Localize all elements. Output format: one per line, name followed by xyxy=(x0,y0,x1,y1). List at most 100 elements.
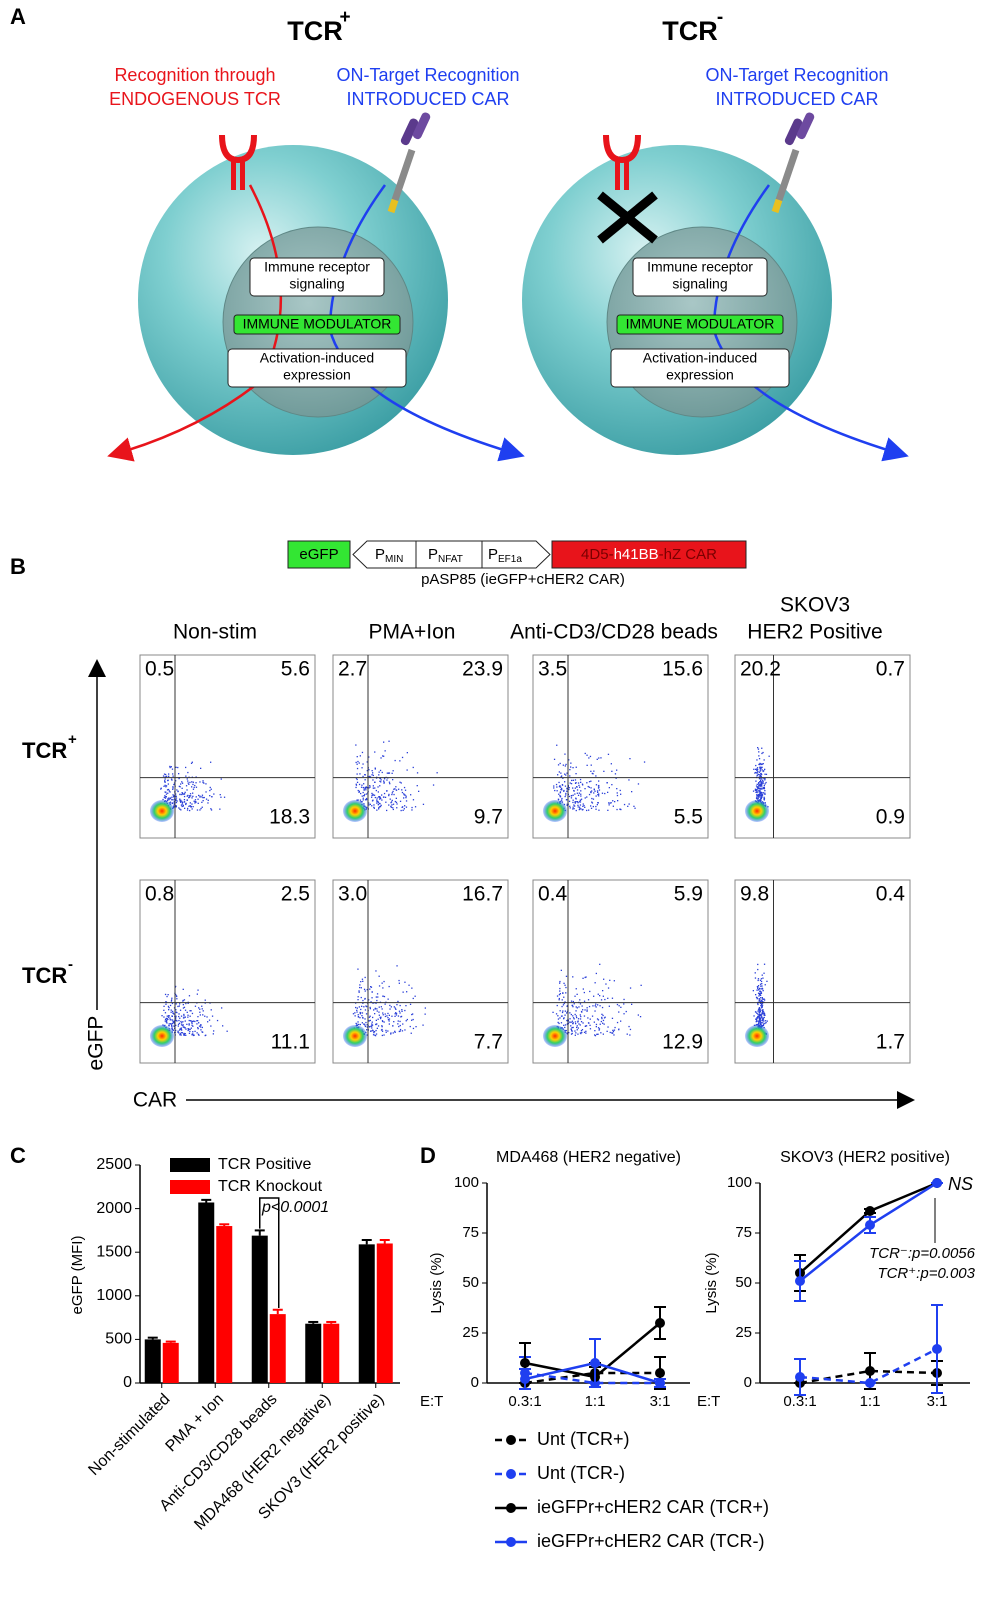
event-dot xyxy=(405,1005,407,1007)
event-dot xyxy=(372,794,374,796)
event-dot xyxy=(563,996,565,998)
event-dot xyxy=(760,1014,762,1016)
event-dot xyxy=(629,987,632,989)
event-dot xyxy=(200,1026,202,1028)
event-dot xyxy=(759,992,761,994)
cell-title-sign: + xyxy=(339,7,350,28)
event-dot xyxy=(763,972,765,974)
event-dot xyxy=(575,1015,577,1017)
event-dot xyxy=(399,1024,401,1027)
event-dot xyxy=(412,799,415,801)
event-dot xyxy=(590,807,593,809)
x-axis-label: E:T xyxy=(420,1393,443,1410)
event-dot xyxy=(758,1011,760,1013)
tcr-label: Recognition through xyxy=(114,65,275,85)
event-dot xyxy=(757,795,760,797)
event-dot xyxy=(582,1009,584,1011)
event-dot xyxy=(757,978,760,980)
event-dot xyxy=(402,1023,404,1025)
quadrant-value: 11.1 xyxy=(271,1031,310,1054)
event-dot xyxy=(588,786,590,788)
event-dot xyxy=(359,986,361,989)
event-dot xyxy=(575,1023,577,1025)
event-dot xyxy=(173,795,175,798)
event-dot xyxy=(397,1023,399,1025)
event-dot xyxy=(180,1024,183,1026)
event-dot xyxy=(198,794,200,797)
event-dot xyxy=(173,806,176,808)
event-dot xyxy=(760,1007,763,1009)
event-dot xyxy=(383,1034,385,1036)
event-dot xyxy=(755,994,757,996)
event-dot xyxy=(182,1024,184,1027)
event-dot xyxy=(626,1033,628,1035)
event-dot xyxy=(191,1012,194,1015)
event-dot xyxy=(195,796,197,798)
x-tick-label: 1:1 xyxy=(860,1393,881,1410)
series-line xyxy=(799,1347,938,1385)
event-dot xyxy=(759,1012,761,1014)
event-dot xyxy=(564,1026,566,1029)
event-dot xyxy=(764,999,766,1001)
event-dot xyxy=(763,799,765,801)
event-dot xyxy=(165,786,167,788)
event-dot xyxy=(588,781,591,783)
event-dot xyxy=(561,797,563,800)
event-dot xyxy=(356,778,358,781)
density-core xyxy=(150,1025,174,1047)
event-dot xyxy=(758,1021,760,1024)
event-dot xyxy=(187,1029,189,1032)
event-dot xyxy=(400,782,402,784)
event-dot xyxy=(580,795,582,797)
event-dot xyxy=(573,804,575,806)
event-dot xyxy=(602,1019,605,1022)
event-dot xyxy=(171,1015,173,1017)
event-dot xyxy=(388,985,390,988)
y-tick-label: 25 xyxy=(462,1324,479,1341)
event-dot xyxy=(759,767,761,769)
event-dot xyxy=(179,1028,181,1030)
event-dot xyxy=(172,775,174,777)
event-dot xyxy=(196,809,199,811)
event-dot xyxy=(381,1034,383,1037)
event-dot xyxy=(760,1024,762,1026)
event-dot xyxy=(376,993,379,995)
event-dot xyxy=(379,805,382,808)
event-dot xyxy=(758,751,760,753)
event-dot xyxy=(597,787,600,789)
event-dot xyxy=(173,1022,175,1024)
event-dot xyxy=(596,1018,599,1020)
event-dot xyxy=(191,1020,194,1023)
promoter-sub: NFAT xyxy=(438,554,463,565)
event-dot xyxy=(378,808,380,810)
event-dot xyxy=(374,796,376,799)
event-dot xyxy=(371,792,373,795)
event-dot xyxy=(410,794,412,796)
event-dot xyxy=(188,795,191,797)
event-dot xyxy=(553,758,556,760)
event-dot xyxy=(593,770,595,772)
point xyxy=(655,1378,665,1388)
event-dot xyxy=(565,794,567,796)
event-dot xyxy=(564,785,567,787)
event-dot xyxy=(411,987,413,989)
event-dot xyxy=(396,803,398,805)
legend-label: TCR Knockout xyxy=(218,1178,323,1195)
promoter: P xyxy=(488,546,498,563)
event-dot xyxy=(597,802,599,804)
event-dot xyxy=(597,993,599,995)
event-dot xyxy=(189,1015,191,1017)
event-dot xyxy=(758,999,760,1002)
event-dot xyxy=(764,790,766,792)
event-dot xyxy=(591,802,594,804)
event-dot xyxy=(380,757,382,759)
event-dot xyxy=(412,1027,415,1030)
axis-label: eGFP xyxy=(85,1016,108,1071)
event-dot xyxy=(194,799,197,801)
event-dot xyxy=(356,781,359,783)
event-dot xyxy=(764,792,766,794)
event-dot xyxy=(400,1015,403,1018)
panel-label: B xyxy=(10,554,26,579)
event-dot xyxy=(758,785,760,787)
